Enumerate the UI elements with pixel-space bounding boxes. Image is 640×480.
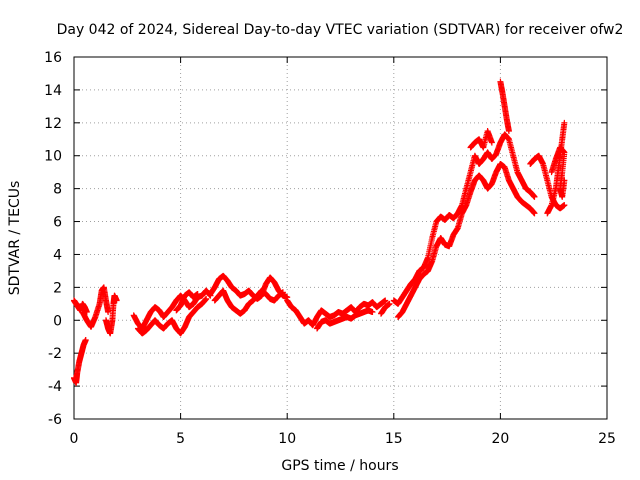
y-tick-label: -2 bbox=[48, 346, 62, 362]
axis-ticks: 0 5 10 15 20 25 -6 -4 -2 0 2 4 6 8 10 12 14 16 bbox=[44, 50, 616, 447]
y-tick-label: 14 bbox=[44, 83, 62, 99]
data-point bbox=[531, 210, 538, 217]
data-point bbox=[561, 177, 568, 184]
data-point bbox=[194, 290, 201, 297]
y-tick-label: 0 bbox=[53, 313, 62, 329]
data-point bbox=[561, 202, 568, 209]
data-point bbox=[488, 139, 495, 146]
x-tick-label: 15 bbox=[385, 431, 403, 447]
y-tick-label: 6 bbox=[53, 215, 62, 231]
data-point bbox=[386, 300, 393, 307]
data-point bbox=[279, 289, 286, 296]
data-point bbox=[382, 297, 389, 304]
x-tick-label: 25 bbox=[598, 431, 616, 447]
y-tick-label: 12 bbox=[44, 116, 62, 132]
y-tick-label: 2 bbox=[53, 280, 62, 296]
grid-lines bbox=[74, 57, 607, 419]
y-tick-label: 16 bbox=[44, 50, 62, 66]
x-tick-label: 5 bbox=[176, 431, 185, 447]
chart-title: Day 042 of 2024, Sidereal Day-to-day VTE… bbox=[57, 22, 624, 38]
data-point bbox=[531, 193, 538, 200]
y-tick-label: 4 bbox=[53, 247, 62, 263]
x-tick-label: 0 bbox=[70, 431, 79, 447]
data-point bbox=[113, 297, 120, 304]
y-tick-label: 10 bbox=[44, 149, 62, 165]
data-point bbox=[203, 295, 210, 302]
data-point bbox=[561, 119, 568, 126]
data-point bbox=[505, 128, 512, 135]
x-tick-label: 20 bbox=[491, 431, 509, 447]
y-axis-label: SDTVAR / TECUs bbox=[7, 181, 23, 296]
x-tick-label: 10 bbox=[278, 431, 296, 447]
y-tick-label: -4 bbox=[48, 379, 62, 395]
data-points bbox=[71, 78, 568, 386]
x-axis-label: GPS time / hours bbox=[281, 458, 398, 474]
plot-frame bbox=[73, 56, 608, 420]
y-tick-label: -6 bbox=[48, 412, 62, 428]
data-point bbox=[82, 337, 89, 344]
y-tick-label: 8 bbox=[53, 182, 62, 198]
data-point bbox=[369, 309, 376, 316]
